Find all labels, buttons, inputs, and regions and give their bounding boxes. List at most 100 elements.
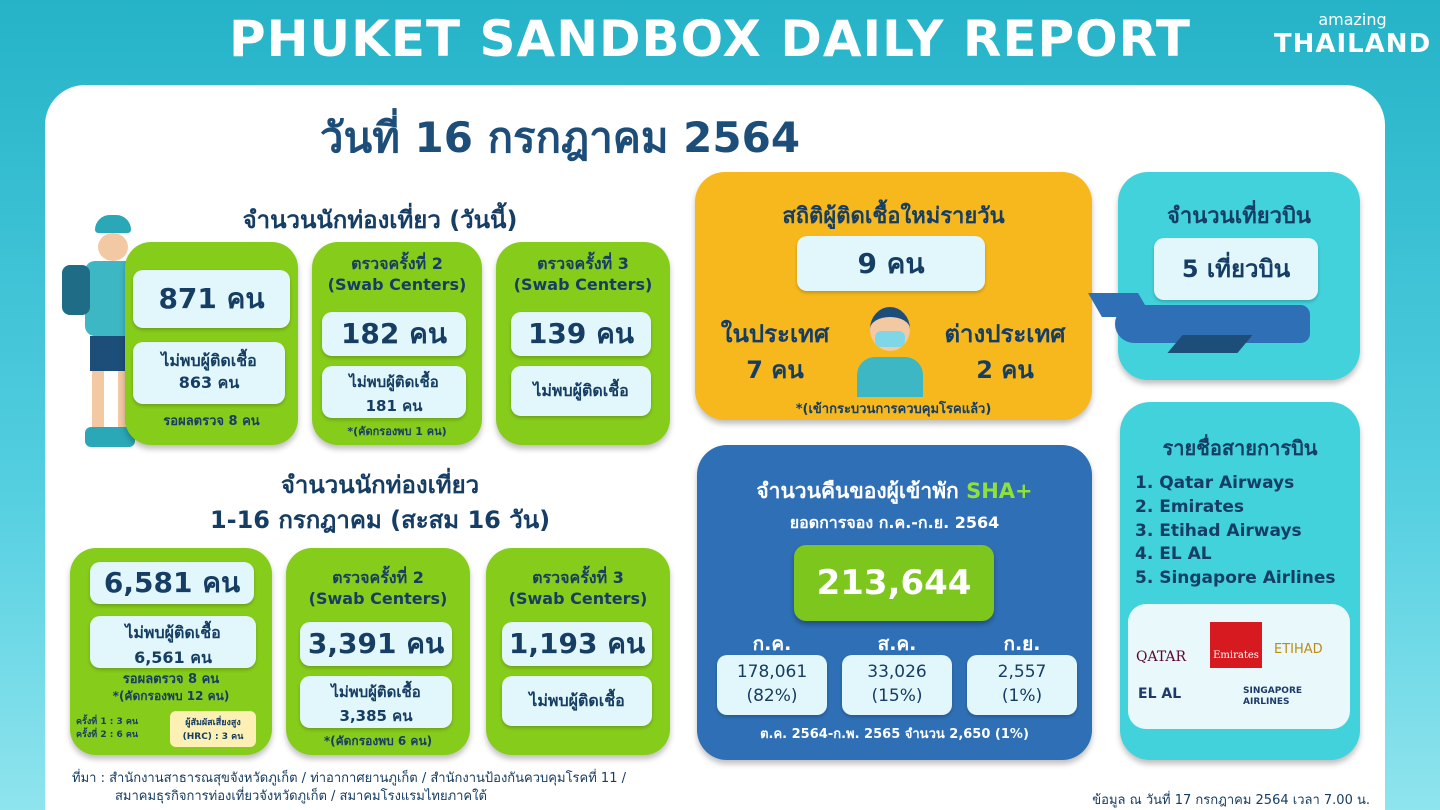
flights-title: จำนวนเที่ยวบิน: [1167, 204, 1311, 229]
round-1: ครั้งที่ 1 : 3 คน: [76, 717, 139, 727]
negative-label: ไม่พบผู้ติดเชื้อ: [349, 373, 439, 391]
negative-count: 6,561 คน: [134, 648, 212, 667]
negative-count: 181 คน: [365, 397, 423, 415]
flights-count: 5 เที่ยวบิน: [1154, 238, 1318, 300]
month-percent: (82%): [746, 685, 798, 706]
swab3-sub: (Swab Centers): [508, 588, 648, 608]
swab2-sub: (Swab Centers): [327, 274, 467, 294]
infection-note: *(เข้ากระบวนการควบคุมโรคแล้ว): [795, 402, 992, 417]
swab2-negative: ไม่พบผู้ติดเชื้อ 181 คน: [322, 366, 466, 418]
cumulative-swab3-card: ตรวจครั้งที่ 3 (Swab Centers) 1,193 คน ไม…: [486, 548, 670, 755]
infection-total: 9 คน: [797, 236, 985, 291]
sha-plus-card: จำนวนคืนของผู้เข้าพัก SHA+ ยอดการจอง ก.ค…: [697, 445, 1092, 760]
swab2-sub: (Swab Centers): [308, 588, 448, 608]
month-label: ก.ย.: [1003, 633, 1041, 655]
logo-big: THAILAND: [1273, 29, 1432, 59]
hrc-count: (HRC) : 3 คน: [182, 732, 244, 742]
cumulative-title-1: จำนวนนักท่องเที่ยว: [280, 471, 480, 499]
sha-title: จำนวนคืนของผู้เข้าพัก SHA+: [697, 475, 1092, 508]
today-swab3-card: ตรวจครั้งที่ 3 (Swab Centers) 139 คน ไม่พ…: [496, 242, 670, 445]
foreign-count: 2 คน: [976, 356, 1034, 384]
swab3-negative: ไม่พบผู้ติดเชื้อ: [502, 676, 652, 726]
today-title: จำนวนนักท่องเที่ยว (วันนี้): [242, 206, 518, 234]
negative-label: ไม่พบผู้ติดเชื้อ: [331, 683, 421, 701]
month-value: 33,026: [867, 662, 927, 682]
airline-list: 1. Qatar Airways 2. Emirates 3. Etihad A…: [1135, 472, 1335, 591]
sha-accent: SHA+: [966, 479, 1033, 503]
negative-label: ไม่พบผู้ติดเชื้อ: [161, 351, 257, 370]
foreign-label: ต่างประเทศ: [944, 320, 1066, 348]
swab2-heading: ตรวจครั้งที่ 2 (Swab Centers): [286, 568, 470, 610]
sha-subtitle: ยอดการจอง ก.ค.-ก.ย. 2564: [789, 513, 1000, 532]
new-infection-card: สถิติผู้ติดเชื้อใหม่รายวัน 9 คน ในประเทศ…: [695, 172, 1092, 420]
month-percent: (1%): [1001, 685, 1043, 706]
swab2-label: ตรวจครั้งที่ 2: [332, 568, 424, 587]
source: ที่มา : สำนักงานสาธารณสุขจังหวัดภูเก็ต /…: [72, 770, 626, 806]
cumulative-swab2-card: ตรวจครั้งที่ 2 (Swab Centers) 3,391 คน ไม…: [286, 548, 470, 755]
today-total-card: 871 คน ไม่พบผู้ติดเชื้อ 863 คน รอผลตรวจ 8…: [125, 242, 298, 445]
sha-title-text: จำนวนคืนของผู้เข้าพัก: [756, 479, 959, 503]
logo-small: amazing: [1318, 10, 1387, 29]
airline-logos: QATAR Emirates ETIHAD EL AL SINGAPORE AIR…: [1128, 604, 1350, 729]
cumulative-total-count: 6,581 คน: [90, 562, 254, 604]
month-value: 2,557: [997, 662, 1047, 682]
swab3-count: 1,193 คน: [502, 622, 652, 666]
negative-count: 863 คน: [178, 373, 240, 393]
report-title: PHUKET SANDBOX DAILY REPORT: [228, 10, 1191, 68]
swab3-negative: ไม่พบผู้ติดเชื้อ: [511, 366, 651, 416]
swab2-note: *(คัดกรองพบ 6 คน): [323, 734, 433, 748]
swab2-count: 3,391 คน: [300, 622, 452, 666]
masked-person-icon: [855, 307, 925, 397]
month-bookings: 2,557 (1%): [967, 655, 1077, 715]
swab2-note: *(คัดกรองพบ 1 คน): [347, 425, 447, 438]
domestic: ในประเทศ 7 คน: [705, 316, 845, 388]
airline-item: 5. Singapore Airlines: [1135, 568, 1336, 589]
airlines-title: รายชื่อสายการบิน: [1162, 436, 1318, 460]
domestic-count: 7 คน: [746, 356, 804, 384]
emirates-logo: Emirates: [1210, 622, 1262, 668]
domestic-label: ในประเทศ: [720, 320, 830, 348]
swab3-heading: ตรวจครั้งที่ 3 (Swab Centers): [486, 568, 670, 610]
pending-text: รอผลตรวจ 8 คน: [122, 672, 220, 687]
round-2: ครั้งที่ 2 : 6 คน: [76, 729, 139, 740]
source-line-1: ที่มา : สำนักงานสาธารณสุขจังหวัดภูเก็ต /…: [72, 771, 626, 786]
month-label: ก.ค.: [752, 633, 792, 655]
swab3-count: 139 คน: [511, 312, 651, 356]
negative-label: ไม่พบผู้ติดเชื้อ: [125, 623, 221, 642]
swab2-count: 182 คน: [322, 312, 466, 356]
screened-note: *(คัดกรองพบ 12 คน): [112, 688, 230, 703]
cumulative-pending: รอผลตรวจ 8 คน *(คัดกรองพบ 12 คน): [70, 672, 272, 704]
today-swab2-card: ตรวจครั้งที่ 2 (Swab Centers) 182 คน ไม่พ…: [312, 242, 482, 445]
singapore-logo: SINGAPORE AIRLINES: [1243, 686, 1303, 707]
airline-item: 3. Etihad Airways: [1135, 520, 1302, 541]
negative-count: 3,385 คน: [339, 707, 413, 725]
report-date: วันที่ 16 กรกฎาคม 2564: [319, 113, 801, 162]
etihad-logo: ETIHAD: [1274, 642, 1323, 657]
today-pending: รอผลตรวจ 8 คน: [163, 414, 260, 429]
month-value: 178,061: [736, 662, 808, 682]
qatar-logo: QATAR: [1136, 649, 1187, 665]
cumulative-title: จำนวนนักท่องเที่ยว 1-16 กรกฎาคม (สะสม 16 …: [100, 468, 660, 538]
foreign: ต่างประเทศ 2 คน: [925, 316, 1085, 388]
swab3-label: ตรวจครั้งที่ 3: [532, 568, 624, 587]
month-bookings: 178,061 (82%): [717, 655, 827, 715]
month-percent: (15%): [871, 685, 923, 706]
swab2-negative: ไม่พบผู้ติดเชื้อ 3,385 คน: [300, 676, 452, 728]
hrc-badge: ผู้สัมผัสเสี่ยงสูง (HRC) : 3 คน: [170, 711, 256, 747]
cumulative-title-2: 1-16 กรกฎาคม (สะสม 16 วัน): [209, 505, 551, 534]
swab2-label: ตรวจครั้งที่ 2: [351, 254, 443, 273]
month-bookings: 33,026 (15%): [842, 655, 952, 715]
hrc-label: ผู้สัมผัสเสี่ยงสูง: [185, 718, 241, 728]
elal-logo: EL AL: [1138, 686, 1182, 702]
rounds: ครั้งที่ 1 : 3 คนครั้งที่ 2 : 6 คน: [76, 716, 138, 741]
cumulative-negative: ไม่พบผู้ติดเชื้อ 6,561 คน: [90, 616, 256, 668]
data-as-of: ข้อมูล ณ วันที่ 17 กรกฎาคม 2564 เวลา 7.0…: [1092, 793, 1370, 808]
airline-item: 1. Qatar Airways: [1135, 473, 1295, 493]
swab2-heading: ตรวจครั้งที่ 2 (Swab Centers): [312, 254, 482, 296]
today-negative: ไม่พบผู้ติดเชื้อ 863 คน: [133, 342, 285, 404]
cumulative-total-card: 6,581 คน ไม่พบผู้ติดเชื้อ 6,561 คน รอผลตร…: [70, 548, 272, 755]
infection-title: สถิติผู้ติดเชื้อใหม่รายวัน: [782, 204, 1005, 229]
airlines-card: รายชื่อสายการบิน 1. Qatar Airways 2. Emi…: [1120, 402, 1360, 760]
airline-item: 4. EL AL: [1135, 544, 1212, 565]
swab3-sub: (Swab Centers): [513, 274, 653, 294]
